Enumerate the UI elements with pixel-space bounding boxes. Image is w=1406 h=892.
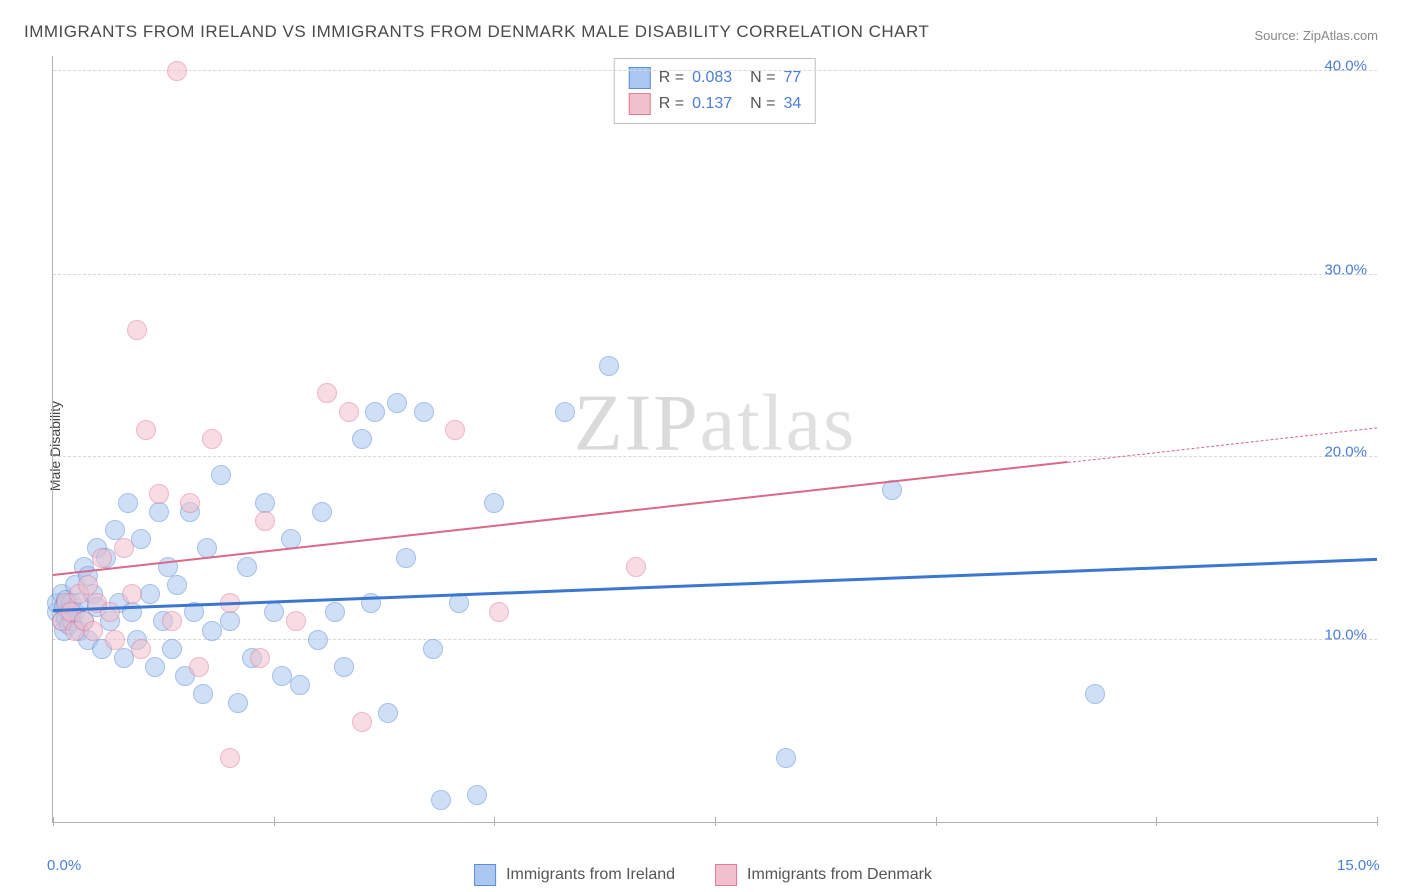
scatter-point <box>431 790 451 810</box>
ytick-label: 10.0% <box>1324 626 1367 643</box>
xtick-label: 0.0% <box>47 857 81 874</box>
scatter-point <box>189 657 209 677</box>
scatter-point <box>445 420 465 440</box>
scatter-point <box>167 575 187 595</box>
scatter-point <box>255 511 275 531</box>
scatter-point <box>423 639 443 659</box>
scatter-point <box>414 402 434 422</box>
scatter-point <box>599 356 619 376</box>
scatter-point <box>1085 684 1105 704</box>
scatter-point <box>237 557 257 577</box>
scatter-point <box>118 493 138 513</box>
watermark-bold: ZIP <box>574 379 700 467</box>
scatter-point <box>78 575 98 595</box>
ytick-label: 40.0% <box>1324 57 1367 74</box>
scatter-point <box>136 420 156 440</box>
scatter-point <box>105 630 125 650</box>
legend-label-denmark: Immigrants from Denmark <box>747 866 932 884</box>
scatter-point <box>555 402 575 422</box>
scatter-point <box>162 611 182 631</box>
scatter-point <box>250 648 270 668</box>
scatter-point <box>352 712 372 732</box>
scatter-point <box>202 429 222 449</box>
swatch-ireland <box>474 864 496 886</box>
ytick-label: 30.0% <box>1324 261 1367 278</box>
chart-title: IMMIGRANTS FROM IRELAND VS IMMIGRANTS FR… <box>24 22 929 42</box>
scatter-point <box>334 657 354 677</box>
stats-legend: R = 0.083 N = 77 R = 0.137 N = 34 <box>614 58 816 124</box>
scatter-point <box>180 493 200 513</box>
scatter-point <box>264 602 284 622</box>
scatter-point <box>220 611 240 631</box>
xtick <box>1377 817 1378 826</box>
scatter-point <box>255 493 275 513</box>
scatter-point <box>167 61 187 81</box>
scatter-point <box>312 502 332 522</box>
scatter-point <box>211 465 231 485</box>
scatter-point <box>105 520 125 540</box>
gridline <box>53 70 1377 71</box>
ytick-label: 20.0% <box>1324 444 1367 461</box>
xtick <box>494 817 495 826</box>
scatter-point <box>83 621 103 641</box>
scatter-point <box>467 785 487 805</box>
xtick <box>715 817 716 826</box>
scatter-point <box>626 557 646 577</box>
scatter-point <box>489 602 509 622</box>
scatter-point <box>220 748 240 768</box>
stats-row-denmark: R = 0.137 N = 34 <box>629 91 801 117</box>
swatch-denmark <box>629 93 651 115</box>
scatter-point <box>352 429 372 449</box>
scatter-point <box>162 639 182 659</box>
scatter-point <box>365 402 385 422</box>
legend-bottom: Immigrants from Ireland Immigrants from … <box>474 864 932 886</box>
scatter-point <box>193 684 213 704</box>
scatter-point <box>339 402 359 422</box>
scatter-point <box>92 548 112 568</box>
legend-item-ireland: Immigrants from Ireland <box>474 864 675 886</box>
scatter-point <box>325 602 345 622</box>
scatter-point <box>114 538 134 558</box>
source-label: Source: ZipAtlas.com <box>1254 28 1378 43</box>
scatter-point <box>396 548 416 568</box>
xtick <box>53 817 54 826</box>
scatter-point <box>290 675 310 695</box>
plot-area: ZIPatlas R = 0.083 N = 77 R = 0.137 N = … <box>52 56 1377 823</box>
swatch-denmark <box>715 864 737 886</box>
n-label: N = <box>750 91 775 117</box>
legend-item-denmark: Immigrants from Denmark <box>715 864 932 886</box>
scatter-point <box>131 639 151 659</box>
scatter-point <box>149 502 169 522</box>
scatter-point <box>387 393 407 413</box>
scatter-point <box>140 584 160 604</box>
xtick <box>1156 817 1157 826</box>
legend-label-ireland: Immigrants from Ireland <box>506 866 675 884</box>
scatter-point <box>131 529 151 549</box>
xtick <box>936 817 937 826</box>
scatter-point <box>308 630 328 650</box>
scatter-point <box>100 602 120 622</box>
scatter-point <box>145 657 165 677</box>
gridline <box>53 456 1377 457</box>
xtick-label: 15.0% <box>1337 857 1380 874</box>
scatter-point <box>228 693 248 713</box>
scatter-point <box>286 611 306 631</box>
scatter-point <box>317 383 337 403</box>
gridline <box>53 639 1377 640</box>
n-value-denmark: 34 <box>783 91 801 117</box>
scatter-point <box>776 748 796 768</box>
r-value-denmark: 0.137 <box>692 91 742 117</box>
scatter-point <box>122 584 142 604</box>
scatter-point <box>378 703 398 723</box>
scatter-point <box>484 493 504 513</box>
trend-line <box>53 461 1068 576</box>
r-label: R = <box>659 91 684 117</box>
scatter-point <box>149 484 169 504</box>
watermark-thin: atlas <box>700 379 857 467</box>
scatter-point <box>127 320 147 340</box>
xtick <box>274 817 275 826</box>
gridline <box>53 274 1377 275</box>
